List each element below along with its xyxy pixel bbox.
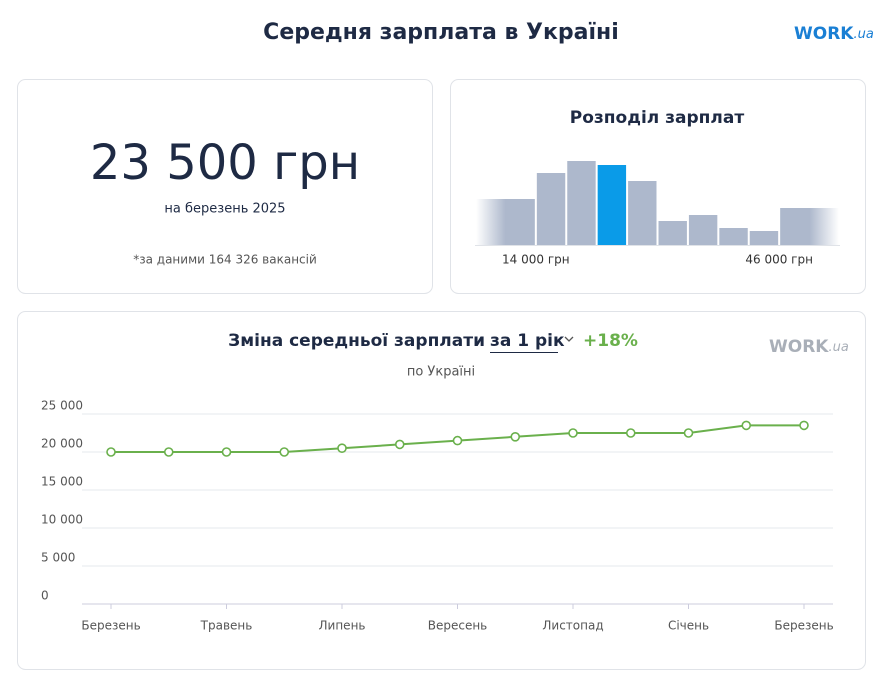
point [394,439,405,450]
period-select[interactable]: за 1 рік [490,331,565,351]
y-tick-label: 5 000 [41,551,75,565]
histogram-bar [567,161,596,245]
x-tick-label: 46 000 грн [745,253,813,267]
x-tick-label: Березень [774,619,833,633]
histogram-bar [749,231,779,245]
histogram-bar [658,221,687,245]
logo-suffix: .ua [853,27,873,42]
y-tick-label: 25 000 [41,399,83,413]
y-tick-label: 10 000 [41,513,83,527]
line-title: Зміна середньої зарплати [228,331,485,351]
x-tick-label: Березень [81,619,140,633]
histogram-bar [597,165,627,245]
point [510,431,521,442]
summary-value: 23 500 грн [90,135,360,191]
dropdown-chevron[interactable] [564,336,574,342]
histogram-bar [688,215,718,245]
y-tick-label: 0 [41,589,49,603]
x-tick-label: 14 000 грн [502,253,570,267]
summary-period: на березень 2025 [164,202,285,217]
distribution-title: Розподіл зарплат [570,108,745,128]
summary-card [17,79,433,294]
logo: WORK.ua [769,337,849,357]
point [452,435,463,446]
y-tick-label: 20 000 [41,437,83,451]
line-subtitle: по Україні [407,365,475,380]
point [279,447,290,457]
y-tick-label: 15 000 [41,475,83,489]
point [625,428,636,438]
point [221,447,232,457]
x-tick-label: Січень [668,619,709,633]
x-tick-label: Листопад [542,619,603,633]
point [163,447,174,457]
summary-note: *за даними 164 326 вакансій [133,253,317,267]
logo-main: WORK [769,337,829,357]
point [106,447,116,457]
page-title: Середня зарплата в Україні [263,20,619,45]
point [799,420,809,431]
histogram-bar [476,199,535,245]
logo-suffix: .ua [828,340,848,355]
point [741,420,752,431]
histogram-bar [719,228,748,245]
histogram-bar [780,208,839,245]
x-tick-label: Вересень [428,619,488,633]
change: +18% [583,331,638,351]
logo[interactable]: WORK.ua [794,24,874,44]
histogram-bar [628,181,657,245]
point [683,428,694,438]
histogram-bar [536,173,566,245]
point [337,443,347,454]
x-tick-label: Травень [200,619,253,633]
x-tick-label: Липень [319,619,366,633]
point [568,428,578,438]
logo-main: WORK [794,24,854,44]
